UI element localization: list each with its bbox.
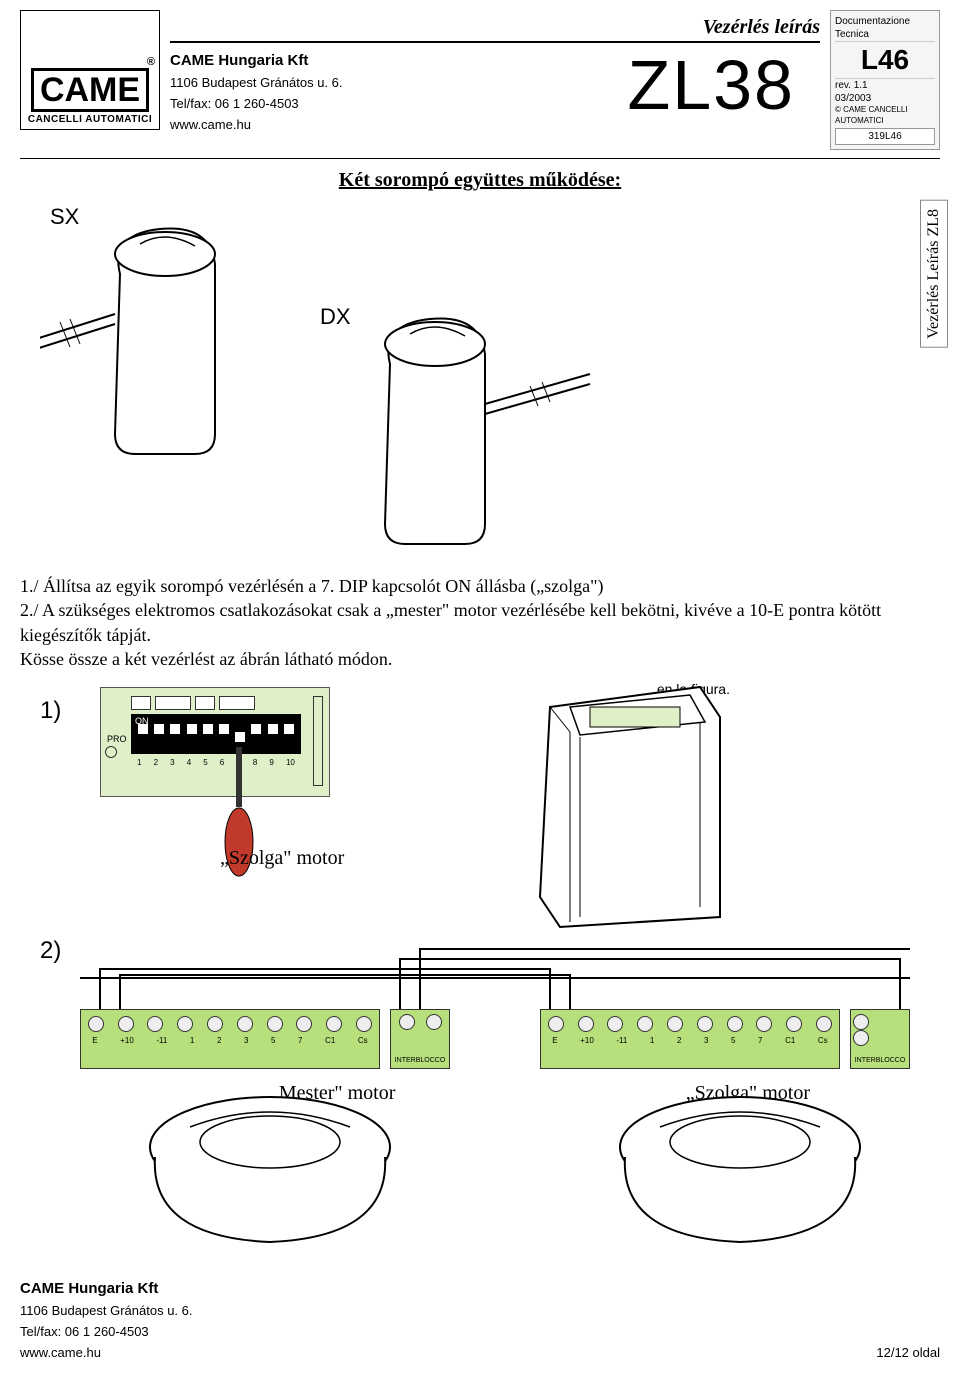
dx-label: DX [320, 304, 351, 330]
instruction-3: Kösse össze a két vezérlést az ábrán lát… [20, 647, 940, 671]
footer-website: www.came.hu [20, 1343, 193, 1364]
page-number: 12/12 oldal [876, 1343, 940, 1364]
logo-text: CAME [31, 68, 149, 112]
stamp-code: L46 [835, 41, 935, 79]
fig1-number: 1) [40, 697, 61, 725]
logo: ® CAME CANCELLI AUTOMATICI [20, 10, 160, 130]
motor-cutaway [520, 677, 740, 937]
instructions: 1./ Állítsa az egyik sorompó vezérlésén … [20, 574, 940, 671]
figure-2: 2) E +10 -11 1 2 3 5 [20, 937, 940, 1267]
header: ® CAME CANCELLI AUTOMATICI Vezérlés leír… [20, 10, 940, 150]
stamp-rev: rev. 1.1 [835, 79, 935, 92]
terminal-block-right: E +10 -11 1 2 3 5 7 C1 Cs [540, 1009, 840, 1069]
stamp-copy: © CAME CANCELLI AUTOMATICI [835, 105, 935, 126]
sx-label: SX [50, 204, 79, 230]
instruction-1: 1./ Állítsa az egyik sorompó vezérlésén … [20, 574, 940, 598]
motor-right [610, 1087, 870, 1247]
pro-socket-icon [105, 746, 117, 758]
doc-stamp: Documentazione Tecnica L46 rev. 1.1 03/2… [830, 10, 940, 150]
footer: CAME Hungaria Kft 1106 Budapest Gránátos… [20, 1277, 940, 1363]
model-number: ZL38 [627, 45, 795, 125]
wires-icon [80, 939, 910, 1019]
stamp-date: 03/2003 [835, 92, 935, 105]
instruction-2: 2./ A szükséges elektromos csatlakozások… [20, 598, 940, 647]
footer-address: 1106 Budapest Gránátos u. 6. [20, 1301, 193, 1322]
interblock-right: INTERBLOCCO [850, 1009, 910, 1069]
board-edge-icon [313, 696, 323, 786]
separator [20, 158, 940, 159]
motor-left [140, 1087, 400, 1247]
fig2-number: 2) [40, 937, 61, 965]
wiring-row: E +10 -11 1 2 3 5 7 C1 Cs INTERBLOCCO [80, 977, 910, 1097]
stamp-num: 319L46 [835, 128, 935, 145]
barrier-svg [40, 204, 740, 554]
terminal-block-left: E +10 -11 1 2 3 5 7 C1 Cs [80, 1009, 380, 1069]
stamp-line1: Documentazione Tecnica [835, 15, 935, 41]
figure-1: en la figura. 1) PRO ON 1 2 3 4 5 6 7 8 … [20, 687, 940, 927]
footer-company: CAME Hungaria Kft 1106 Budapest Gránátos… [20, 1277, 193, 1363]
footer-company-name: CAME Hungaria Kft [20, 1277, 193, 1301]
logo-subtext: CANCELLI AUTOMATICI [28, 114, 152, 125]
doc-title: Vezérlés leírás [170, 16, 820, 43]
dip-connectors [131, 696, 321, 710]
szolga-motor-label: „Szolga" motor [220, 847, 344, 870]
barrier-diagram: SX DX [40, 204, 940, 554]
pro-label: PRO [107, 734, 127, 744]
interblock-left: INTERBLOCCO [390, 1009, 450, 1069]
footer-telfax: Tel/fax: 06 1 260-4503 [20, 1322, 193, 1343]
section-title: Két sorompó együttes működése: [20, 169, 940, 192]
